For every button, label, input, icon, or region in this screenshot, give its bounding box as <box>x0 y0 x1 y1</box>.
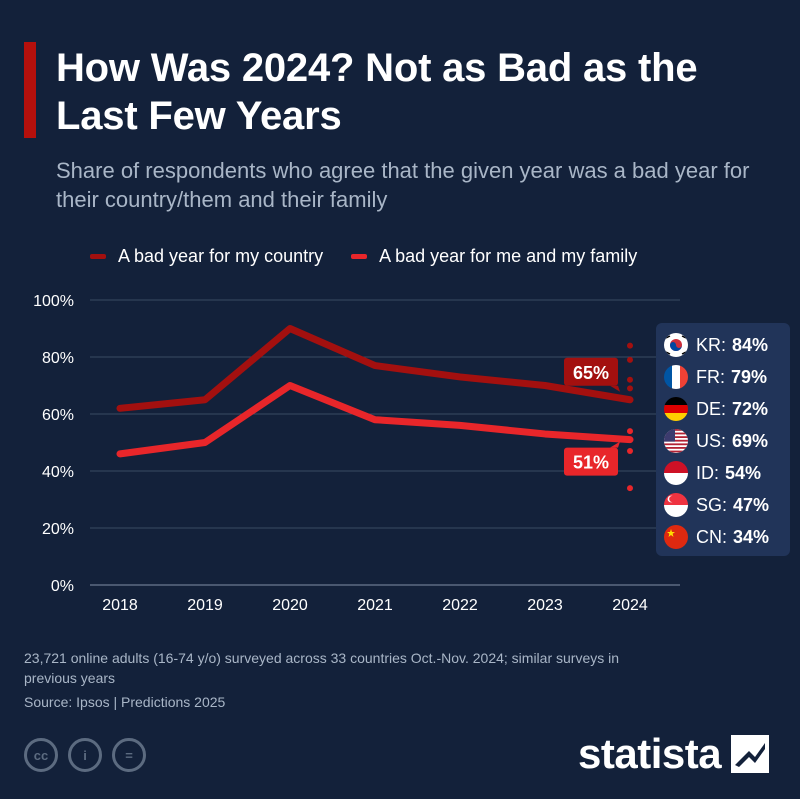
y-tick-label: 0% <box>51 578 74 595</box>
legend: A bad year for my country A bad year for… <box>90 246 637 267</box>
country-value: 54% <box>725 462 762 483</box>
country-dot <box>627 485 633 492</box>
end-label-pointer <box>610 441 620 448</box>
country-value: 84% <box>732 334 769 355</box>
south-korea-flag-icon <box>664 333 688 357</box>
germany-flag-icon <box>664 397 688 421</box>
country-dot <box>627 342 633 349</box>
license-icons: cc i = <box>24 738 146 772</box>
end-label-box <box>564 357 618 386</box>
statista-logo: statista <box>578 730 770 778</box>
indonesia-flag-icon <box>664 461 688 485</box>
legend-item-country: A bad year for my country <box>90 246 323 267</box>
legend-swatch-country <box>90 254 106 259</box>
legend-label-country: A bad year for my country <box>118 246 324 266</box>
legend-label-family: A bad year for me and my family <box>379 246 638 266</box>
creative-commons-icon: cc <box>24 738 58 772</box>
country-row-kr: KR: 84% <box>656 329 790 361</box>
country-dot <box>627 428 633 435</box>
survey-note: 23,721 online adults (16-74 y/o) surveye… <box>24 650 620 686</box>
chart-title: How Was 2024? Not as Bad as the Last Few… <box>56 46 698 138</box>
end-label-box <box>564 447 618 476</box>
source-line: Source: Ipsos | Predictions 2025 <box>24 694 226 710</box>
legend-swatch-family <box>351 254 368 259</box>
x-tick-label: 2021 <box>357 597 393 614</box>
country-code: US: <box>696 430 727 451</box>
x-tick-label: 2019 <box>187 597 223 614</box>
country-code: CN: <box>696 526 727 547</box>
country-code: KR: <box>696 334 727 355</box>
country-value: 72% <box>732 398 769 419</box>
country-row-fr: FR: 79% <box>656 361 790 393</box>
country-row-sg: SG: 47% <box>656 489 790 521</box>
x-tick-label: 2023 <box>527 597 563 614</box>
y-tick-label: 60% <box>42 407 74 424</box>
x-tick-label: 2024 <box>612 597 648 614</box>
y-tick-label: 80% <box>42 350 74 367</box>
country-dot <box>627 356 633 363</box>
x-tick-label: 2022 <box>442 597 478 614</box>
usa-flag-icon <box>664 429 688 453</box>
country-dot <box>627 385 633 392</box>
country-row-id: ID: 54% <box>656 457 790 489</box>
country-row-de: DE: 72% <box>656 393 790 425</box>
china-flag-icon <box>664 525 688 549</box>
singapore-flag-icon <box>664 493 688 517</box>
country-code: FR: <box>696 366 725 387</box>
end-label-value: 51% <box>573 453 609 473</box>
end-label-value: 65% <box>573 363 609 383</box>
statista-mark-icon <box>731 735 770 773</box>
country-value: 47% <box>733 494 770 515</box>
legend-item-family: A bad year for me and my family <box>351 246 637 267</box>
country-panel: KR: 84% FR: 79% DE: 72% US: 69% ID: 54% SG: 47% CN: 3… <box>656 323 790 556</box>
chart-subtitle: Share of respondents who agree that the … <box>56 158 750 212</box>
country-code: ID: <box>696 462 720 483</box>
country-row-us: US: 69% <box>656 425 790 457</box>
no-derivatives-icon: = <box>112 738 146 772</box>
end-label-pointer <box>610 385 620 392</box>
y-tick-label: 20% <box>42 521 74 538</box>
line-chart: 0% 20% 40% 60% 80% 100% 2018 2019 2020 2021 2022 20… <box>33 293 680 614</box>
country-row-cn: CN: 34% <box>656 521 790 553</box>
title-accent-bar <box>24 42 36 138</box>
series-line-country <box>116 325 634 412</box>
country-value: 69% <box>732 430 769 451</box>
y-tick-label: 100% <box>33 293 74 310</box>
country-value: 34% <box>733 526 770 547</box>
brand-name: statista <box>578 730 722 777</box>
x-tick-label: 2018 <box>102 597 138 614</box>
x-tick-label: 2020 <box>272 597 308 614</box>
country-dot <box>627 376 633 383</box>
country-dot <box>627 448 633 455</box>
y-tick-label: 40% <box>42 464 74 481</box>
france-flag-icon <box>664 365 688 389</box>
country-code: SG: <box>696 494 728 515</box>
series-line-family <box>116 382 634 458</box>
country-code: DE: <box>696 398 727 419</box>
attribution-icon: i <box>68 738 102 772</box>
country-value: 79% <box>731 366 768 387</box>
